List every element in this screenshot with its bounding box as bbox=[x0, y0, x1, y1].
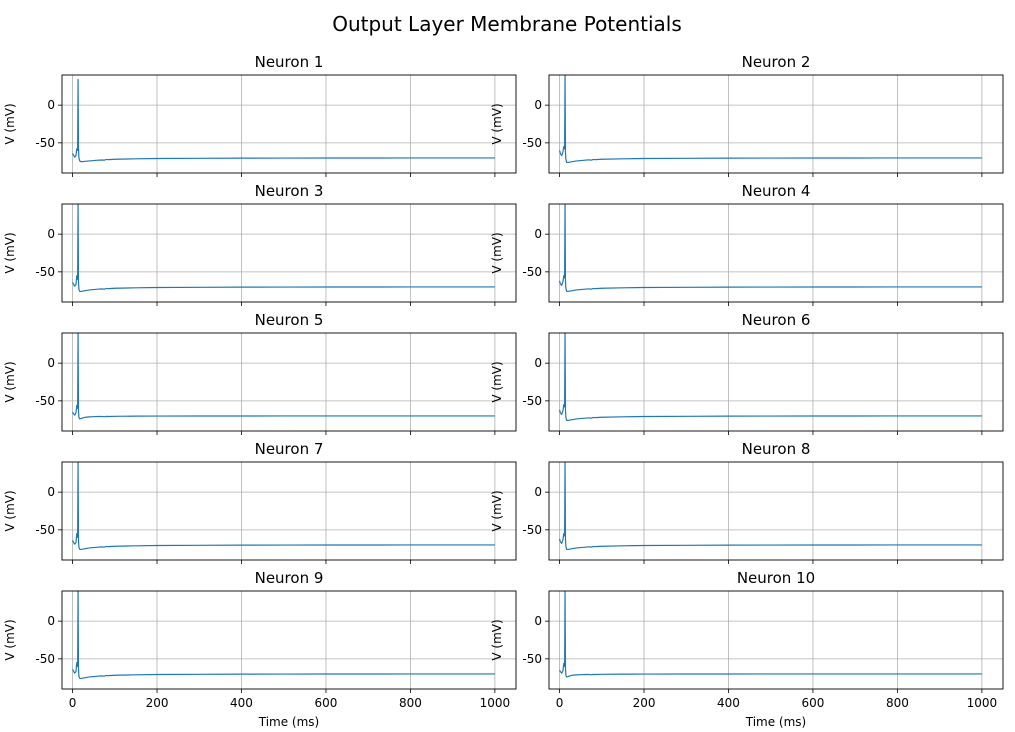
series-line bbox=[559, 591, 982, 678]
y-axis-label: V (mV) bbox=[3, 490, 17, 531]
x-tick-label: 400 bbox=[717, 696, 740, 710]
series-line bbox=[72, 78, 495, 163]
plot-frame bbox=[61, 332, 517, 432]
series-line bbox=[72, 591, 495, 680]
series-line bbox=[72, 204, 495, 293]
y-tick-label: 0 bbox=[47, 485, 55, 499]
y-axis-label: V (mV) bbox=[490, 232, 504, 273]
x-tick-label: 600 bbox=[315, 696, 338, 710]
y-tick-label: -50 bbox=[522, 265, 542, 279]
subplot-title: Neuron 5 bbox=[255, 311, 324, 329]
figure-title: Output Layer Membrane Potentials bbox=[332, 12, 682, 36]
subplot: -50 0 Neuron 3 V (mV) bbox=[3, 182, 517, 306]
subplot-title: Neuron 6 bbox=[742, 311, 811, 329]
y-axis-label: V (mV) bbox=[3, 103, 17, 144]
subplot-title: Neuron 10 bbox=[737, 569, 815, 587]
subplot: 0 200 400 600 800 1000 -50 0 Neuron 9 V (mV) Time … bbox=[3, 569, 517, 729]
subplot: -50 0 Neuron 5 V (mV) bbox=[3, 311, 517, 435]
y-tick-label: 0 bbox=[534, 98, 542, 112]
y-tick-label: 0 bbox=[47, 227, 55, 241]
plot-frame bbox=[61, 74, 517, 174]
y-axis-label: V (mV) bbox=[490, 490, 504, 531]
y-tick-label: -50 bbox=[522, 394, 542, 408]
subplot-title: Neuron 2 bbox=[742, 53, 811, 71]
y-tick-label: 0 bbox=[47, 98, 55, 112]
x-tick-label: 0 bbox=[69, 696, 77, 710]
subplot-title: Neuron 3 bbox=[255, 182, 324, 200]
x-axis-label: Time (ms) bbox=[745, 715, 807, 729]
y-axis-label: V (mV) bbox=[3, 232, 17, 273]
subplot: -50 0 Neuron 8 V (mV) bbox=[490, 440, 1004, 564]
series-line bbox=[72, 333, 495, 420]
plot-frame bbox=[548, 590, 1004, 690]
plot-frame bbox=[548, 74, 1004, 174]
x-tick-label: 200 bbox=[633, 696, 656, 710]
plot-frame bbox=[61, 203, 517, 303]
x-tick-label: 0 bbox=[556, 696, 564, 710]
y-axis-label: V (mV) bbox=[3, 361, 17, 402]
x-tick-label: 200 bbox=[146, 696, 169, 710]
x-tick-label: 800 bbox=[886, 696, 909, 710]
y-tick-label: 0 bbox=[534, 485, 542, 499]
y-tick-label: -50 bbox=[522, 136, 542, 150]
y-tick-label: -50 bbox=[35, 394, 55, 408]
series-line bbox=[558, 75, 982, 164]
subplot: 0 200 400 600 800 1000 -50 0 Neuron 10 V (mV) Time… bbox=[490, 569, 1004, 729]
y-tick-label: -50 bbox=[522, 652, 542, 666]
subplot-title: Neuron 8 bbox=[742, 440, 811, 458]
y-tick-label: -50 bbox=[35, 136, 55, 150]
plot-frame bbox=[61, 461, 517, 561]
y-tick-label: 0 bbox=[47, 356, 55, 370]
series-line bbox=[558, 462, 982, 551]
subplot-title: Neuron 1 bbox=[255, 53, 324, 71]
y-tick-label: 0 bbox=[47, 614, 55, 628]
y-tick-label: 0 bbox=[534, 614, 542, 628]
series-line bbox=[558, 204, 982, 293]
series-line bbox=[72, 462, 495, 551]
plot-frame bbox=[548, 332, 1004, 432]
subplot-title: Neuron 7 bbox=[255, 440, 324, 458]
y-tick-label: -50 bbox=[35, 523, 55, 537]
y-axis-label: V (mV) bbox=[490, 361, 504, 402]
series-line bbox=[558, 333, 982, 422]
y-axis-label: V (mV) bbox=[490, 103, 504, 144]
x-tick-label: 1000 bbox=[480, 696, 511, 710]
y-tick-label: 0 bbox=[534, 227, 542, 241]
y-tick-label: -50 bbox=[35, 265, 55, 279]
y-tick-label: -50 bbox=[522, 523, 542, 537]
subplot-title: Neuron 4 bbox=[742, 182, 811, 200]
subplot: -50 0 Neuron 1 V (mV) bbox=[3, 53, 517, 177]
x-tick-label: 800 bbox=[399, 696, 422, 710]
x-tick-label: 1000 bbox=[967, 696, 998, 710]
plot-frame bbox=[548, 461, 1004, 561]
plot-frame bbox=[61, 590, 517, 690]
y-tick-label: 0 bbox=[534, 356, 542, 370]
subplot: -50 0 Neuron 4 V (mV) bbox=[490, 182, 1004, 306]
y-axis-label: V (mV) bbox=[3, 619, 17, 660]
x-tick-label: 600 bbox=[802, 696, 825, 710]
subplot: -50 0 Neuron 7 V (mV) bbox=[3, 440, 517, 564]
subplot: -50 0 Neuron 6 V (mV) bbox=[490, 311, 1004, 435]
x-axis-label: Time (ms) bbox=[258, 715, 320, 729]
y-axis-label: V (mV) bbox=[490, 619, 504, 660]
y-tick-label: -50 bbox=[35, 652, 55, 666]
plot-frame bbox=[548, 203, 1004, 303]
x-tick-label: 400 bbox=[230, 696, 253, 710]
subplot-title: Neuron 9 bbox=[255, 569, 324, 587]
subplot: -50 0 Neuron 2 V (mV) bbox=[490, 53, 1004, 177]
